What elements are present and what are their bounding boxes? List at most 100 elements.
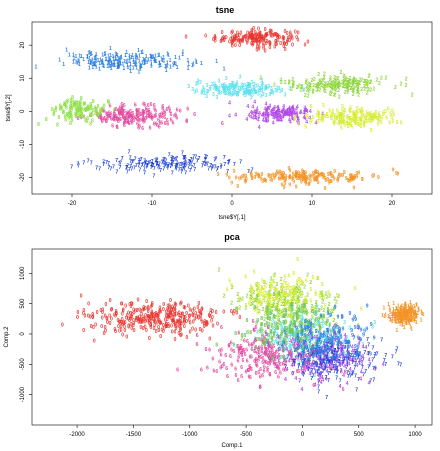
tsne-point: 4 [292, 109, 295, 115]
tsne-point: 1 [195, 60, 198, 66]
tsne-point: 4 [252, 116, 255, 122]
tsne-point: 1 [104, 51, 107, 57]
tsne-point: 4 [228, 101, 231, 107]
tsne-point: 3 [240, 82, 243, 88]
tsne-point: 0 [230, 31, 233, 37]
tsne-point: 2 [334, 92, 337, 98]
pca-point: 1 [413, 310, 416, 316]
tsne-point: 0 [231, 39, 234, 45]
tsne-point: 1 [62, 62, 65, 68]
tsne-point: 0 [253, 39, 256, 45]
tsne-point: 2 [357, 80, 360, 86]
tsne-point: 4 [297, 116, 300, 122]
tsne-point: 1 [160, 57, 163, 63]
tsne-y-tick-label: 10 [20, 74, 26, 81]
tsne-point: 0 [252, 36, 255, 42]
tsne-point: 3 [254, 89, 257, 95]
tsne-point: 0 [288, 35, 291, 41]
tsne-point: 7 [77, 161, 80, 167]
tsne-point: 3 [197, 79, 200, 85]
pca-point: 6 [266, 369, 269, 375]
tsne-point: 2 [372, 86, 375, 92]
tsne-point: 8 [75, 104, 78, 110]
tsne-point: 1 [159, 63, 162, 69]
tsne-point: 0 [276, 33, 279, 39]
tsne-point: 0 [253, 34, 256, 40]
tsne-point: 6 [153, 121, 156, 127]
tsne-point: 3 [216, 87, 219, 93]
tsne-point: 5 [294, 115, 297, 121]
tsne-point: 2 [347, 89, 350, 95]
tsne-point: 3 [217, 91, 220, 97]
tsne-point: 5 [375, 115, 378, 121]
tsne-point: 3 [274, 88, 277, 94]
tsne-point: 5 [347, 114, 350, 120]
tsne-point: 4 [295, 111, 298, 117]
tsne-point: 5 [370, 116, 373, 122]
pca-point: 5 [256, 310, 259, 316]
tsne-point: 2 [311, 78, 314, 84]
pca-point: 9 [315, 345, 318, 351]
tsne-point: 2 [324, 89, 327, 95]
tsne-point: 1 [137, 48, 140, 54]
tsne-point: 4 [284, 112, 287, 118]
pca-point: 9 [359, 353, 362, 359]
tsne-point: 5 [358, 122, 361, 128]
tsne-point: 0 [279, 41, 282, 47]
pca-point: 6 [253, 328, 256, 334]
tsne-point: 1 [152, 54, 155, 60]
tsne-point: 1 [123, 59, 126, 65]
tsne-point: 2 [331, 85, 334, 91]
tsne-point: 0 [236, 33, 239, 39]
tsne-point: 4 [276, 110, 279, 116]
pca-point: 0 [170, 307, 173, 313]
tsne-point: 3 [247, 89, 250, 95]
tsne-point: 7 [143, 171, 146, 177]
tsne-point: 6 [154, 109, 157, 115]
tsne-point: 1 [125, 50, 128, 56]
tsne-point: 4 [282, 108, 285, 114]
tsne-point: 4 [282, 114, 285, 120]
tsne-point: 1 [158, 63, 161, 69]
tsne-point: 9 [263, 177, 266, 183]
tsne-point: 0 [233, 35, 236, 41]
tsne-point: 4 [290, 109, 293, 115]
pca-point: 0 [142, 307, 145, 313]
tsne-point: 2 [323, 86, 326, 92]
tsne-point: 2 [331, 81, 334, 87]
pca-point: 5 [264, 285, 267, 291]
pca-point: 5 [305, 279, 308, 285]
tsne-point: 3 [206, 83, 209, 89]
tsne-point: 4 [282, 104, 285, 110]
pca-point: 7 [367, 343, 370, 349]
tsne-point: 0 [251, 35, 254, 41]
pca-point: 0 [174, 322, 177, 328]
tsne-point: 1 [114, 56, 117, 62]
pca-point: 0 [155, 329, 158, 335]
tsne-point: 2 [322, 78, 325, 84]
tsne-point: 5 [361, 107, 364, 113]
pca-point: 2 [218, 268, 221, 274]
tsne-point: 3 [199, 80, 202, 86]
tsne-point: 5 [366, 110, 369, 116]
tsne-point: 7 [213, 158, 216, 164]
tsne-point: 0 [270, 30, 273, 36]
tsne-point: 5 [343, 110, 346, 116]
pca-point: 9 [335, 336, 338, 342]
tsne-point: 2 [337, 76, 340, 82]
tsne-point: 2 [335, 88, 338, 94]
tsne-point: 4 [273, 111, 276, 117]
tsne-point: 3 [276, 86, 279, 92]
tsne-point: 1 [135, 59, 138, 65]
tsne-point: 1 [73, 56, 76, 62]
tsne-point: 0 [247, 36, 250, 42]
pca-point: 9 [302, 361, 305, 367]
tsne-point: 5 [389, 112, 392, 118]
tsne-point: 2 [357, 89, 360, 95]
tsne-point: 1 [158, 61, 161, 67]
pca-point: 1 [404, 301, 407, 307]
tsne-point: 0 [258, 34, 261, 40]
tsne-y-tick-label: -20 [20, 172, 26, 181]
